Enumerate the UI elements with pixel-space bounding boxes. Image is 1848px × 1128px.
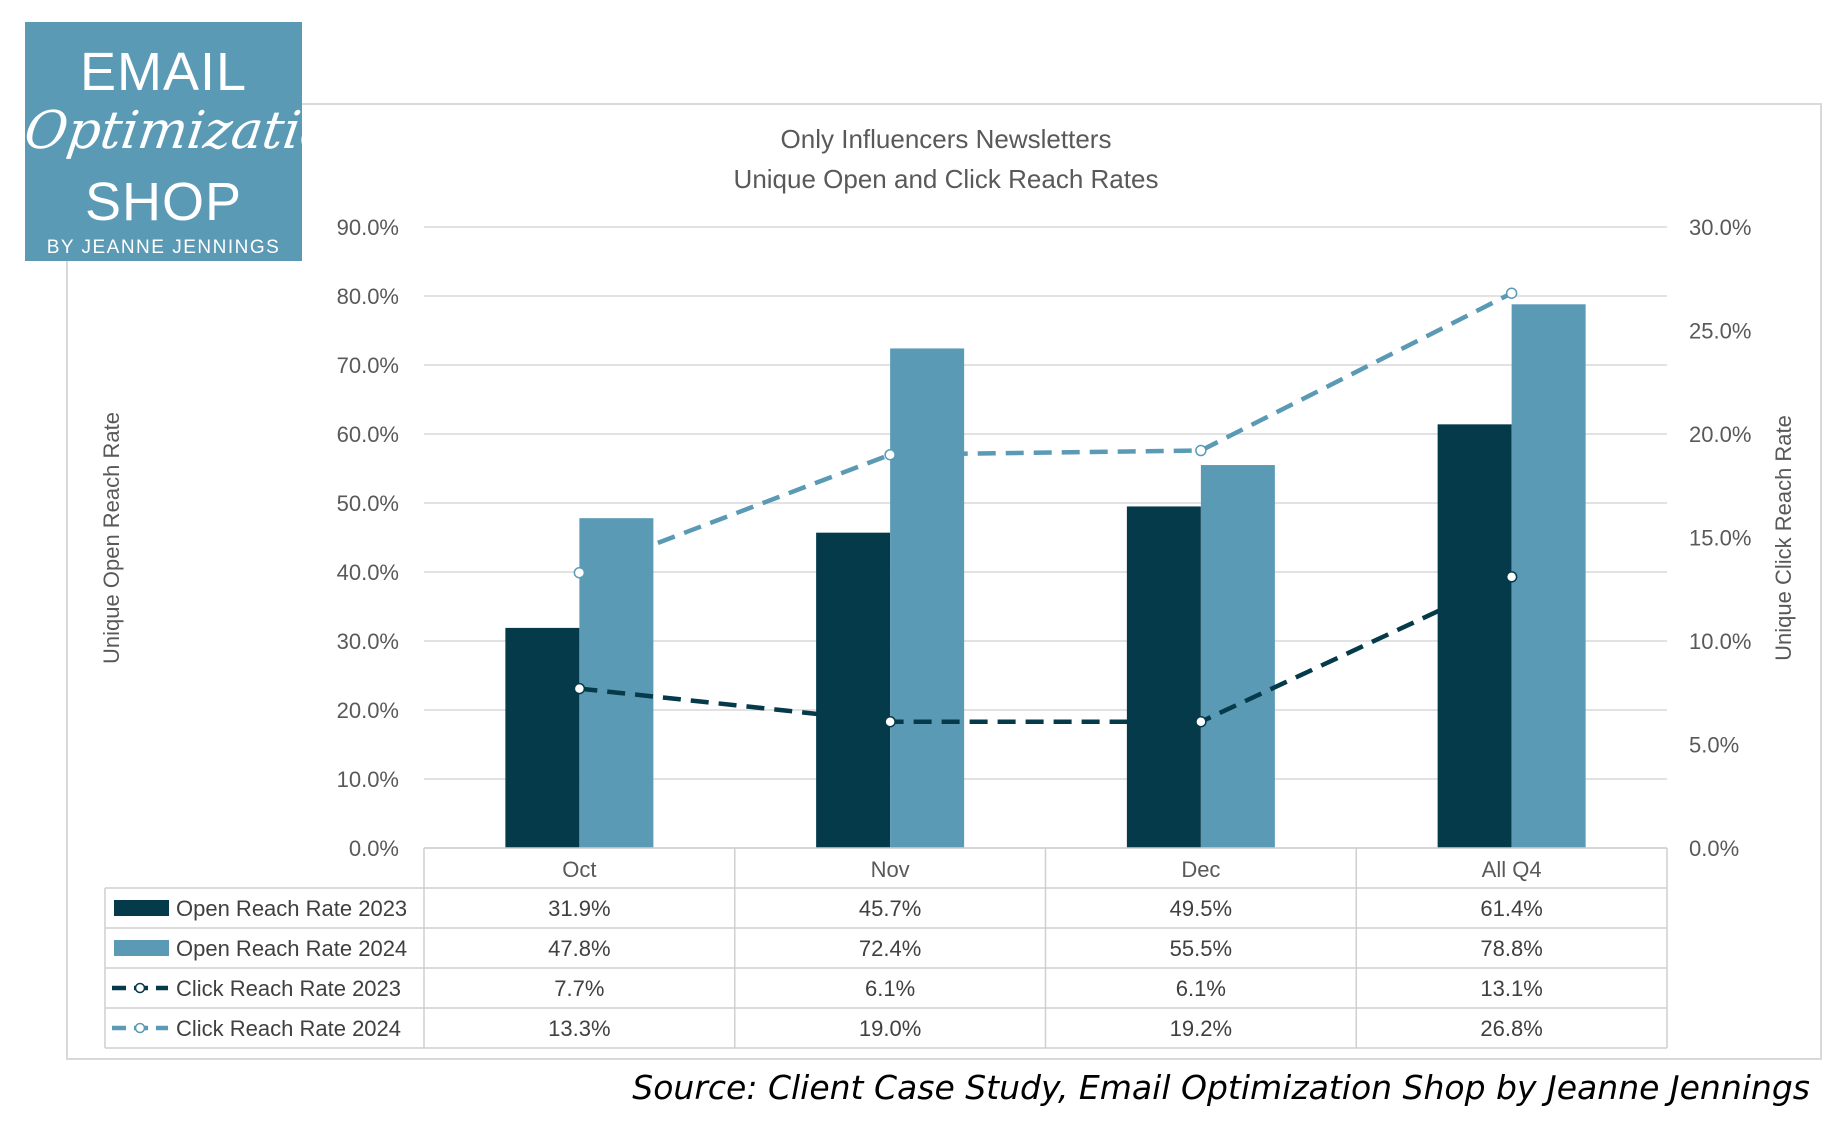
logo-line-3: SHOP — [84, 172, 243, 232]
y2-tick-label: 20.0% — [1689, 422, 1751, 447]
y2-tick-label: 25.0% — [1689, 319, 1751, 344]
y-tick-label: 20.0% — [337, 698, 399, 723]
chart-title-line-2: Unique Open and Click Reach Rates — [734, 164, 1159, 194]
table-cell-click-reach-rate-2023: 7.7% — [554, 976, 604, 1001]
table-cell-open-reach-rate-2023: 49.5% — [1170, 896, 1232, 921]
table-cell-open-reach-rate-2024: 47.8% — [548, 936, 610, 961]
table-cell-open-reach-rate-2024: 78.8% — [1480, 936, 1542, 961]
y2-tick-label: 0.0% — [1689, 836, 1739, 861]
point-click-reach-rate-2023-all-q4 — [1505, 571, 1518, 583]
point-click-reach-rate-2023-oct — [573, 682, 586, 695]
y-tick-label: 50.0% — [337, 491, 399, 516]
line-click-reach-rate-2024 — [578, 291, 1513, 575]
category-label: Oct — [562, 857, 596, 882]
bar-open-reach-rate-2023-all-q4 — [1437, 424, 1512, 848]
line-click-reach-rate-2023 — [579, 574, 1513, 724]
y2-tick-label: 30.0% — [1689, 215, 1751, 240]
table-cell-open-reach-rate-2024: 72.4% — [859, 936, 921, 961]
y-tick-label: 90.0% — [337, 215, 399, 240]
table-cell-open-reach-rate-2024: 55.5% — [1170, 936, 1232, 961]
category-label: Nov — [871, 857, 910, 882]
y-tick-label: 70.0% — [337, 353, 399, 378]
y2-tick-label: 5.0% — [1689, 733, 1739, 758]
bar-open-reach-rate-2023-nov — [816, 532, 891, 848]
bar-open-reach-rate-2023-oct — [505, 627, 580, 848]
legend-marker-click-reach-rate-2023 — [134, 982, 146, 994]
y-tick-label: 40.0% — [337, 560, 399, 585]
chart-title-line-1: Only Influencers Newsletters — [781, 124, 1112, 154]
y-tick-label: 60.0% — [337, 422, 399, 447]
logo: EMAIL Optimization SHOP BY JEANNE JENNIN… — [21, 22, 369, 261]
bar-open-reach-rate-2024-nov — [890, 348, 965, 848]
table-cell-click-reach-rate-2024: 19.2% — [1170, 1016, 1232, 1041]
y-tick-label: 10.0% — [337, 767, 399, 792]
y-tick-label: 30.0% — [337, 629, 399, 654]
series-label-click-reach-rate-2024: Click Reach Rate 2024 — [176, 1016, 401, 1041]
bar-open-reach-rate-2023-dec — [1126, 506, 1201, 848]
point-click-reach-rate-2023-dec — [1195, 715, 1207, 728]
legend-key-open-reach-rate-2024 — [114, 940, 169, 956]
logo-line-1: EMAIL — [79, 42, 248, 102]
table-cell-click-reach-rate-2024: 26.8% — [1480, 1016, 1542, 1041]
table-cell-open-reach-rate-2023: 31.9% — [548, 896, 610, 921]
table-cell-click-reach-rate-2024: 13.3% — [548, 1016, 610, 1041]
table-cell-open-reach-rate-2023: 45.7% — [859, 896, 921, 921]
logo-line-4: BY JEANNE JENNINGS — [46, 237, 281, 258]
logo-line-2: Optimization — [20, 101, 370, 161]
y2-axis-title: Unique Click Reach Rate — [1771, 415, 1796, 661]
table-cell-click-reach-rate-2023: 13.1% — [1480, 976, 1542, 1001]
point-click-reach-rate-2023-nov — [884, 715, 896, 728]
point-click-reach-rate-2024-nov — [884, 448, 896, 461]
point-click-reach-rate-2024-all-q4 — [1505, 287, 1518, 299]
bar-open-reach-rate-2024-oct — [579, 518, 654, 848]
y2-tick-label: 10.0% — [1689, 629, 1751, 654]
table-cell-click-reach-rate-2023: 6.1% — [1176, 976, 1226, 1001]
y2-tick-label: 15.0% — [1689, 526, 1751, 551]
series-label-open-reach-rate-2023: Open Reach Rate 2023 — [176, 896, 407, 921]
category-label: All Q4 — [1482, 857, 1542, 882]
y-tick-label: 80.0% — [337, 284, 399, 309]
legend-marker-click-reach-rate-2024 — [134, 1022, 146, 1034]
bar-open-reach-rate-2024-dec — [1200, 465, 1275, 848]
table-cell-click-reach-rate-2024: 19.0% — [859, 1016, 921, 1041]
series-label-click-reach-rate-2023: Click Reach Rate 2023 — [176, 976, 401, 1001]
category-label: Dec — [1181, 857, 1220, 882]
legend-key-open-reach-rate-2023 — [114, 900, 169, 916]
table-cell-click-reach-rate-2023: 6.1% — [865, 976, 915, 1001]
source-note: Source: Client Case Study, Email Optimiz… — [632, 1068, 1810, 1107]
bar-open-reach-rate-2024-all-q4 — [1511, 304, 1586, 848]
series-label-open-reach-rate-2024: Open Reach Rate 2024 — [176, 936, 407, 961]
point-click-reach-rate-2024-dec — [1195, 444, 1207, 457]
y-axis-title: Unique Open Reach Rate — [99, 412, 124, 664]
y-tick-label: 0.0% — [349, 836, 399, 861]
point-click-reach-rate-2024-oct — [573, 566, 586, 579]
table-cell-open-reach-rate-2023: 61.4% — [1480, 896, 1542, 921]
